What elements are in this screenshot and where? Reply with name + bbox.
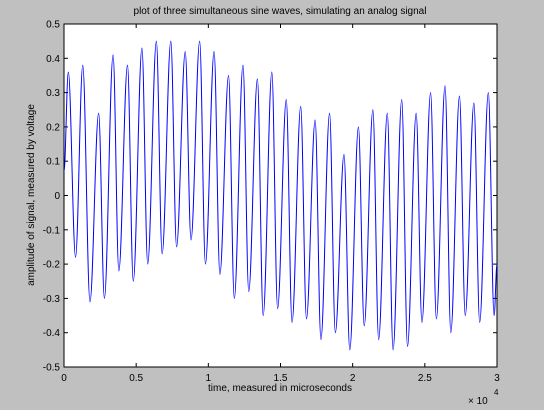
y-axis-label: amplitude of signal, measured by voltage xyxy=(26,104,37,286)
y-tick-label: 0.1 xyxy=(46,157,60,168)
y-tick-label: 0.5 xyxy=(46,20,60,31)
y-tick-label: 0 xyxy=(54,191,60,202)
x-tick-label: 2 xyxy=(350,373,356,384)
y-tick-label: -0.2 xyxy=(43,260,61,271)
x-axis-label: time, measured in microseconds xyxy=(208,383,352,394)
y-tick-label: -0.4 xyxy=(43,328,61,339)
x-tick-label: 1.5 xyxy=(274,373,288,384)
signal-line xyxy=(63,40,498,351)
x-tick-label: 0 xyxy=(61,373,67,384)
x-tick-label: 0.5 xyxy=(129,373,143,384)
y-tick-label: -0.1 xyxy=(43,225,61,236)
x-tick-label: 3 xyxy=(494,373,500,384)
x-tick-label: 2.5 xyxy=(418,373,432,384)
y-tick-label: 0.3 xyxy=(46,88,60,99)
axes-box xyxy=(63,23,498,368)
x-tick-label: 1 xyxy=(206,373,212,384)
chart-title: plot of three simultaneous sine waves, s… xyxy=(134,6,427,17)
y-tick-label: -0.3 xyxy=(43,294,61,305)
y-tick-label: 0.4 xyxy=(46,54,60,65)
x-multiplier: × 10 xyxy=(468,396,488,407)
y-tick-label: -0.5 xyxy=(43,363,61,374)
y-tick-label: 0.2 xyxy=(46,122,60,133)
x-exponent: 4 xyxy=(494,388,499,397)
